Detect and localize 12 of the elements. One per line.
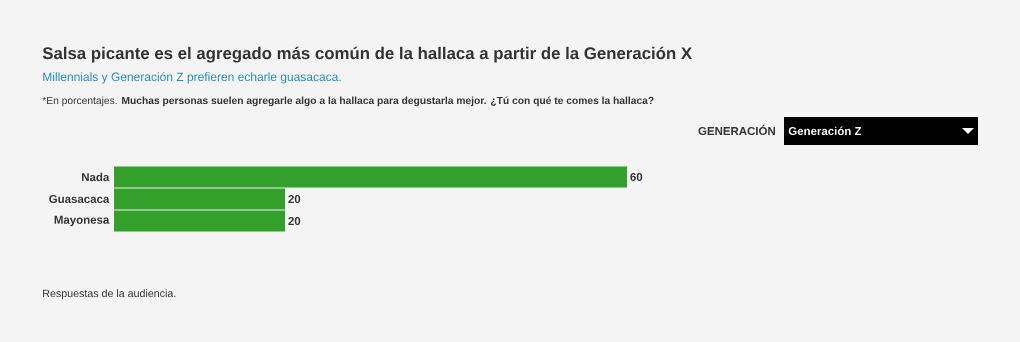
text: *En porcentajes. Muchas personas suelen agregarle algo a la hallaca para degustarla mejor. ¿Tú con qué te comes la hallaca? (42, 96, 654, 107)
text: Respuestas de la audiencia. (43, 289, 176, 300)
text: Generación Z (788, 126, 862, 136)
y-tick-label: Guasacaca (49, 194, 110, 204)
data-label: 20 (288, 194, 301, 204)
y-tick-label: Mayonesa (54, 215, 110, 227)
data-label: 60 (630, 172, 643, 182)
chart-title: Salsa picante es el agregado más común de la hallaca a partir de la Generación X (42, 46, 692, 63)
y-tick-label: Nada (82, 172, 110, 182)
chart-subtitle: Millennials y Generación Z prefieren echarle guasacaca. (43, 72, 341, 84)
text: GENERACIÓN (698, 124, 775, 136)
data-label: 20 (288, 216, 301, 226)
